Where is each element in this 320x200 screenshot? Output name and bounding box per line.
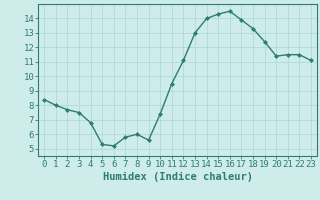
X-axis label: Humidex (Indice chaleur): Humidex (Indice chaleur) (103, 172, 252, 182)
